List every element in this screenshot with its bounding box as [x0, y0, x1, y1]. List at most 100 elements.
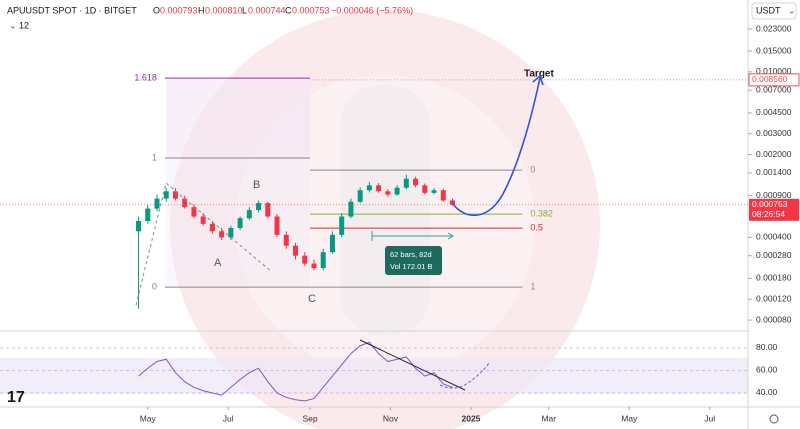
last-price-box: [749, 198, 799, 221]
projection: [452, 77, 541, 217]
fib-label: 0.382: [530, 209, 553, 219]
rsi-tick-label: 60.00: [756, 365, 778, 375]
logo[interactable]: 17: [7, 389, 25, 406]
currency-button[interactable]: [751, 2, 797, 20]
y-tick-label: 0.000180: [756, 273, 792, 283]
settings[interactable]: [769, 414, 779, 424]
indicator-count[interactable]: 12: [19, 20, 29, 30]
target-price-box: [748, 73, 800, 87]
measure-text: Vol 172.01 B: [390, 262, 433, 271]
y-tick-label: 0.015000: [756, 45, 792, 55]
measure-arrow: [447, 232, 454, 240]
y-tick-label: 0.000280: [756, 250, 792, 260]
target-label: Target: [524, 68, 554, 79]
candle-body: [320, 252, 326, 269]
x-tick-label: May: [621, 413, 638, 423]
currency[interactable]: USDT: [756, 5, 781, 15]
candle-body: [339, 216, 345, 235]
symbol: APUUSDT SPOT · 1D · BITGET: [7, 5, 137, 15]
candle-body: [422, 185, 428, 193]
fib-label: 1.618: [134, 72, 157, 82]
plot: 0.023000 0.015000 0.010000 0.007000 0.004500…: [0, 23, 800, 423]
wave-label: B: [253, 179, 260, 191]
fib-label: 0.5: [530, 222, 543, 232]
target-price: 0.008560: [752, 74, 788, 84]
last-price: 0.000753: [752, 199, 788, 209]
candle-body: [302, 255, 308, 264]
candle-body: [449, 200, 455, 205]
candle-body: [219, 231, 225, 238]
ohlc: O 0.000793 H 0.000810 L 0.000744 C 0.000…: [153, 5, 413, 15]
ohlc-value: 0.000753: [292, 5, 330, 15]
fib-label: 0: [152, 281, 157, 291]
candle-body: [413, 178, 419, 186]
x-tick-label: Jul: [223, 413, 234, 423]
candle-body: [200, 216, 206, 224]
fib-label: 0: [530, 164, 535, 174]
ohlc-label: C: [285, 5, 292, 15]
candle-body: [145, 208, 151, 221]
indicator-toggle[interactable]: ⌄: [9, 20, 17, 30]
candle-body: [283, 234, 289, 246]
candle-body: [274, 216, 280, 235]
candle-body: [293, 245, 299, 256]
candle-body: [440, 190, 446, 201]
rsi-tick-label: 80.00: [756, 342, 778, 352]
x-tick-label: Sep: [302, 413, 317, 423]
candle-body: [348, 201, 354, 217]
candle-body: [366, 185, 372, 191]
y-tick-label: 0.000900: [756, 190, 792, 200]
candle-body: [403, 178, 409, 188]
fib-label: 1: [152, 152, 157, 162]
candle-body: [246, 210, 252, 219]
candle-body: [265, 203, 271, 217]
candle-body: [228, 227, 234, 238]
x-tick-label: Jul: [704, 413, 715, 423]
y-tick-label: 0.007000: [756, 84, 792, 94]
candle-body: [376, 185, 382, 192]
y-tick-label: 0.000120: [756, 294, 792, 304]
x-tick-label: May: [140, 413, 157, 423]
y-tick-label: 0.004500: [756, 107, 792, 117]
candle-body: [385, 191, 391, 195]
countdown: 08:26:54: [752, 209, 785, 219]
measure-box: [385, 246, 442, 275]
y-tick-label: 0.023000: [756, 23, 792, 33]
candle-body: [357, 190, 363, 202]
candle-body: [182, 198, 188, 208]
fib-zone: [166, 78, 310, 158]
ohlc-label: H: [198, 5, 205, 15]
wave-label: C: [308, 293, 316, 305]
x-tick-label: 2025: [462, 413, 481, 423]
rsi-band: [0, 358, 748, 394]
candle-body: [311, 263, 317, 269]
candle-body: [154, 198, 160, 209]
candle-body: [256, 203, 262, 211]
change: −0.000046 (−5.76%): [331, 5, 413, 15]
x-tick-label: Mar: [541, 413, 556, 423]
candle-body: [394, 187, 400, 195]
y-tick-label: 0.001400: [756, 167, 792, 177]
watermark: [340, 85, 430, 335]
candle-body: [209, 223, 215, 232]
candle-body: [431, 190, 437, 193]
candle-body: [172, 191, 178, 199]
ohlc-value: 0.000744: [248, 5, 286, 15]
rsi-line: [138, 341, 453, 402]
candle-body: [191, 207, 197, 217]
rsi-tick-label: 40.00: [756, 387, 778, 397]
fib-label: 1: [530, 281, 535, 291]
rsi-projection: [439, 361, 491, 389]
wave-label: A: [214, 257, 222, 269]
measure-text: 62 bars, 82d: [390, 250, 432, 259]
y-tick-label: 0.000080: [756, 314, 792, 324]
currency-arrow[interactable]: ⌄: [788, 5, 796, 15]
candle-body: [136, 220, 142, 232]
y-tick-label: 0.000400: [756, 232, 792, 242]
x-tick-label: Nov: [383, 413, 399, 423]
candle-body: [163, 191, 169, 199]
rsi-trendline: [359, 339, 466, 391]
y-tick-label: 0.010000: [756, 66, 792, 76]
y-tick-label: 0.003000: [756, 128, 792, 138]
